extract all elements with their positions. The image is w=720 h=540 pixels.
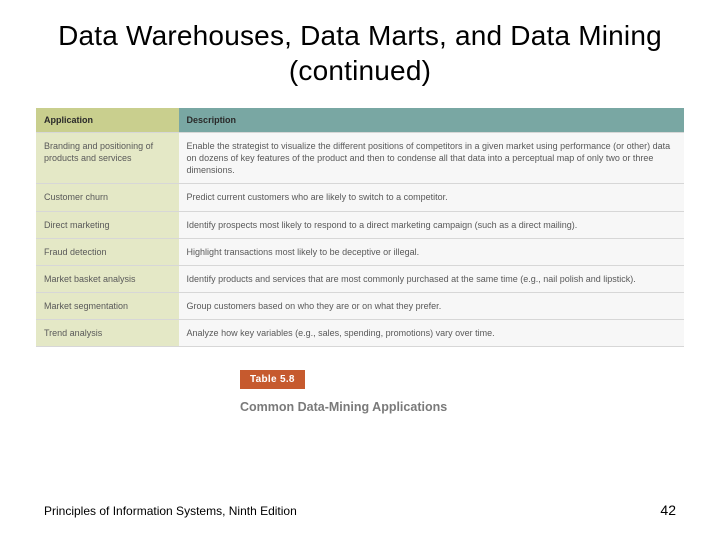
cell-application: Fraud detection [36,238,179,265]
table-header-row: Application Description [36,108,684,133]
cell-application: Trend analysis [36,320,179,347]
table-caption-text: Common Data-Mining Applications [240,399,480,416]
table-row: Branding and positioning of products and… [36,133,684,184]
cell-description: Highlight transactions most likely to be… [179,238,684,265]
cell-application: Branding and positioning of products and… [36,133,179,184]
cell-application: Market basket analysis [36,265,179,292]
footer-page-number: 42 [660,502,676,518]
cell-application: Direct marketing [36,211,179,238]
cell-description: Enable the strategist to visualize the d… [179,133,684,184]
table-row: Customer churn Predict current customers… [36,184,684,211]
slide-footer: Principles of Information Systems, Ninth… [44,502,676,518]
table-number-badge: Table 5.8 [240,370,305,389]
table-row: Fraud detection Highlight transactions m… [36,238,684,265]
slide-title: Data Warehouses, Data Marts, and Data Mi… [36,18,684,88]
cell-description: Identify products and services that are … [179,265,684,292]
table-caption-block: Table 5.8 Common Data-Mining Application… [240,369,480,416]
table-row: Direct marketing Identify prospects most… [36,211,684,238]
table-row: Trend analysis Analyze how key variables… [36,320,684,347]
cell-application: Customer churn [36,184,179,211]
cell-description: Predict current customers who are likely… [179,184,684,211]
table-row: Market segmentation Group customers base… [36,292,684,319]
slide: Data Warehouses, Data Marts, and Data Mi… [0,0,720,540]
cell-description: Identify prospects most likely to respon… [179,211,684,238]
table-row: Market basket analysis Identify products… [36,265,684,292]
column-header-application: Application [36,108,179,133]
cell-application: Market segmentation [36,292,179,319]
column-header-description: Description [179,108,684,133]
cell-description: Group customers based on who they are or… [179,292,684,319]
applications-table: Application Description Branding and pos… [36,108,684,347]
footer-source: Principles of Information Systems, Ninth… [44,504,297,518]
cell-description: Analyze how key variables (e.g., sales, … [179,320,684,347]
